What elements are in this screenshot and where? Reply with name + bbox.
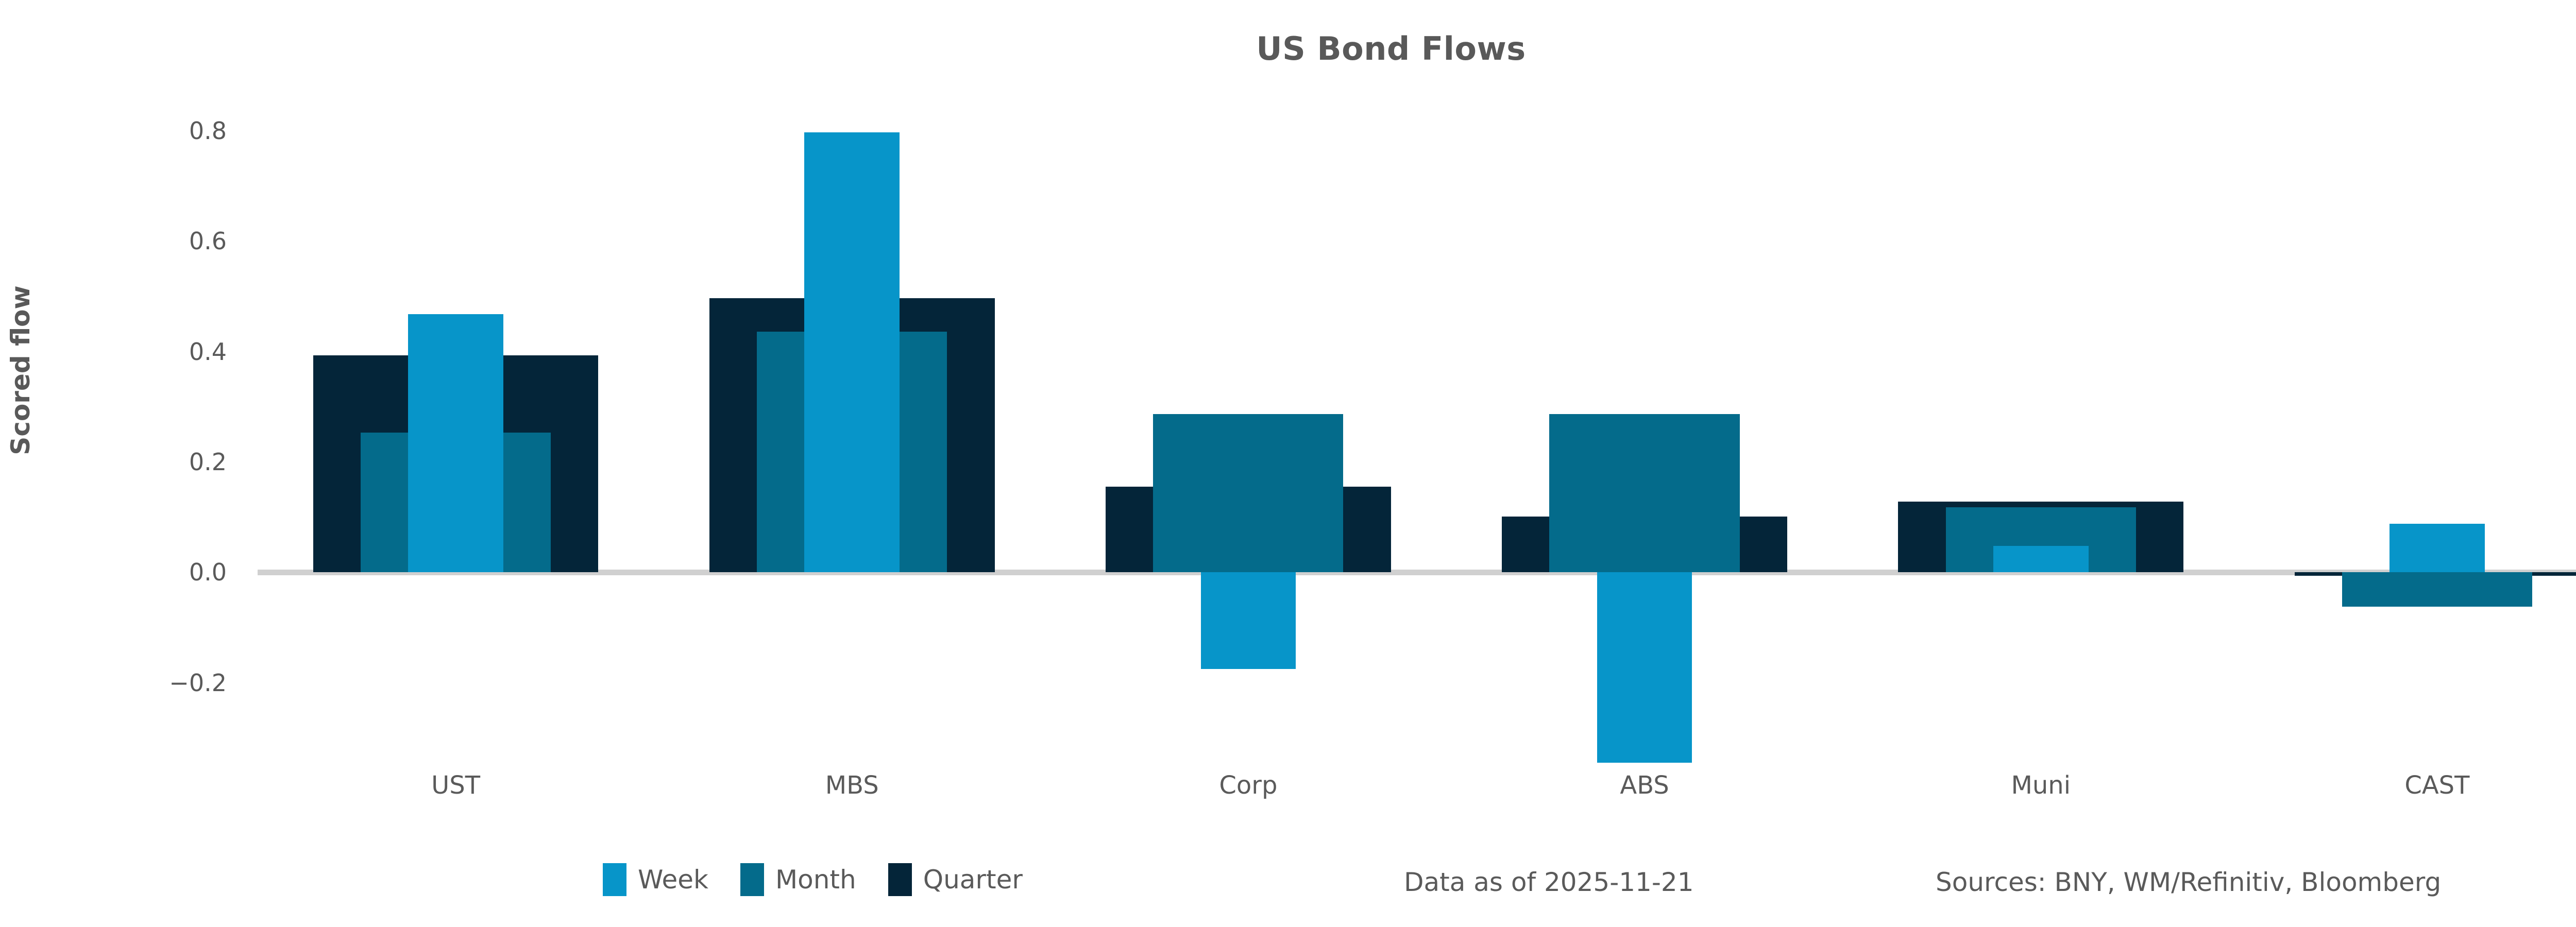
bar-corp-week[interactable] [1200, 572, 1296, 669]
legend-swatch-week-icon [603, 863, 626, 896]
bar-group-muni [1843, 76, 2239, 793]
y-tick-label: 0.8 [189, 117, 227, 145]
y-axis-label: Scored flow [6, 285, 36, 455]
y-axis: 0.8 0.6 0.4 0.2 0.0 −0.2 [0, 0, 237, 927]
bar-group-ust [258, 76, 654, 793]
y-tick-label: 0.4 [189, 337, 227, 366]
page-title: US Bond Flows [1256, 30, 1526, 67]
legend-label: Week [638, 865, 708, 895]
x-tick-label-muni: Muni [2011, 771, 2071, 800]
y-tick-label: −0.2 [169, 668, 227, 697]
bar-group-corp [1050, 76, 1446, 793]
bar-group-cast [2239, 76, 2576, 793]
bar-group-mbs [654, 76, 1050, 793]
bar-cast-month[interactable] [2342, 572, 2532, 607]
legend-swatch-month-icon [740, 863, 764, 896]
legend-item-week[interactable]: Week [603, 863, 708, 896]
legend-label: Quarter [923, 865, 1023, 895]
bar-mbs-week[interactable] [804, 132, 900, 573]
sources-note: Sources: BNY, WM/Refinitiv, Bloomberg [1936, 867, 2442, 897]
plot-area [258, 76, 2576, 793]
bar-abs-month[interactable] [1549, 414, 1740, 573]
zero-baseline [258, 570, 2576, 576]
bar-group-abs [1447, 76, 1843, 793]
bar-abs-week[interactable] [1597, 572, 1692, 763]
x-tick-label-cast: CAST [2404, 771, 2470, 800]
y-tick-label: 0.6 [189, 227, 227, 255]
x-tick-label-corp: Corp [1219, 771, 1278, 800]
x-tick-label-mbs: MBS [825, 771, 879, 800]
bar-muni-week[interactable] [1993, 545, 2089, 573]
bar-cast-week[interactable] [2389, 524, 2485, 573]
legend-label: Month [775, 865, 856, 895]
x-tick-label-ust: UST [431, 771, 481, 800]
bar-corp-month[interactable] [1153, 414, 1344, 573]
legend: Week Month Quarter [603, 861, 1055, 898]
x-axis: UST MBS Corp ABS Muni CAST [258, 771, 2576, 817]
y-tick-label: 0.2 [189, 448, 227, 476]
legend-item-quarter[interactable]: Quarter [888, 863, 1023, 896]
x-tick-label-abs: ABS [1620, 771, 1669, 800]
legend-item-month[interactable]: Month [740, 863, 856, 896]
bar-ust-week[interactable] [408, 314, 503, 573]
data-asof-note: Data as of 2025-11-21 [1404, 867, 1694, 897]
y-tick-label: 0.0 [189, 558, 227, 587]
legend-swatch-quarter-icon [888, 863, 912, 896]
